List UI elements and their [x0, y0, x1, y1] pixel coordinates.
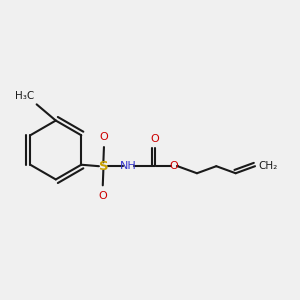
Text: O: O: [98, 190, 107, 201]
Text: NH: NH: [120, 161, 137, 171]
Text: O: O: [170, 161, 178, 171]
Text: S: S: [98, 160, 108, 173]
Text: O: O: [151, 134, 159, 144]
Text: H₃C: H₃C: [15, 92, 34, 101]
Text: O: O: [100, 132, 108, 142]
Text: CH₂: CH₂: [258, 161, 277, 171]
